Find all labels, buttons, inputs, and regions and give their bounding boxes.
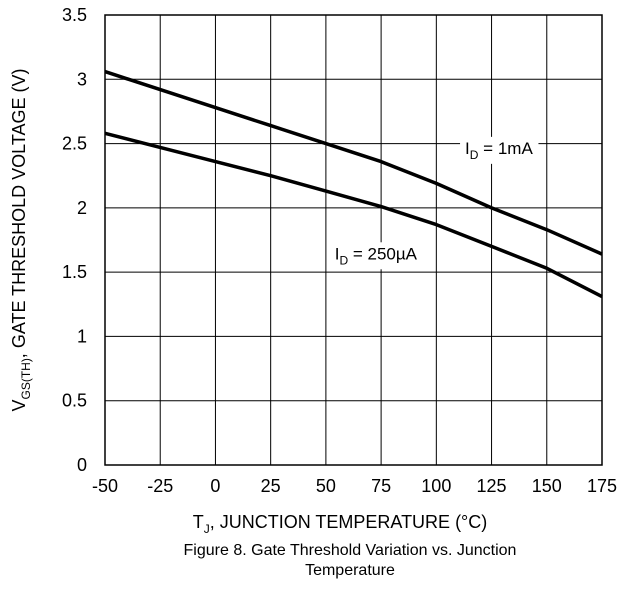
x-tick-labels: -50 -25 0 25 50 75 100 125 150 175 [92,476,617,496]
y-tick-label: 2.5 [62,134,87,154]
y-tick-label: 0.5 [62,391,87,411]
y-tick-label: 3 [77,69,87,89]
y-tick-label: 1 [77,326,87,346]
x-tick-label: 175 [587,476,617,496]
x-tick-label: 150 [532,476,562,496]
y-axis-title: VGS(TH), GATE THRESHOLD VOLTAGE (V) [9,68,33,411]
x-tick-label: 100 [421,476,451,496]
y-tick-label: 2 [77,198,87,218]
x-axis-title: TJ, JUNCTION TEMPERATURE (°C) [193,512,488,536]
x-tick-label: 125 [477,476,507,496]
x-tick-label: -25 [147,476,173,496]
series-line-0 [104,69,603,256]
x-tick-label: 75 [371,476,391,496]
series-label-250ua: ID = 250µA [335,244,418,267]
x-tick-label: 50 [316,476,336,496]
grid [104,14,603,466]
y-tick-label: 1.5 [62,262,87,282]
caption-line-2: Temperature [305,562,395,579]
y-tick-label: 0 [77,455,87,475]
series-line-1 [104,131,603,299]
x-tick-label: 0 [210,476,220,496]
y-tick-labels: 0 0.5 1 1.5 2 2.5 3 3.5 [62,5,87,475]
series-label-1ma: ID = 1mA [465,139,533,162]
y-tick-label: 3.5 [62,5,87,25]
series-lines [104,69,603,299]
x-tick-label: 25 [261,476,281,496]
figure-caption: Figure 8. Gate Threshold Variation vs. J… [100,541,600,581]
series-label-bg-1ma [460,136,539,164]
plot-frame [104,14,603,466]
x-tick-label: -50 [92,476,118,496]
caption-line-1: Figure 8. Gate Threshold Variation vs. J… [183,542,517,559]
series-label-bg-250ua [329,242,423,270]
